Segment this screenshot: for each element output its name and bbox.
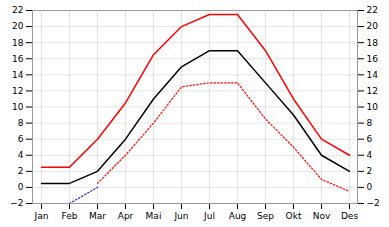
svg-text:20: 20 <box>12 21 24 31</box>
svg-text:Apr: Apr <box>118 211 134 221</box>
svg-text:20: 20 <box>367 21 379 31</box>
svg-text:14: 14 <box>367 70 379 80</box>
svg-text:12: 12 <box>12 86 23 96</box>
svg-text:Jul: Jul <box>203 211 215 221</box>
svg-text:8: 8 <box>367 118 373 128</box>
svg-text:Jun: Jun <box>173 211 188 221</box>
svg-text:6: 6 <box>367 134 373 144</box>
svg-text:12: 12 <box>367 86 378 96</box>
svg-text:8: 8 <box>18 118 24 128</box>
svg-text:10: 10 <box>367 102 379 112</box>
svg-text:4: 4 <box>18 150 24 160</box>
svg-text:16: 16 <box>12 54 24 64</box>
svg-text:18: 18 <box>12 38 24 48</box>
svg-text:6: 6 <box>18 134 24 144</box>
svg-text:Sep: Sep <box>257 211 274 221</box>
svg-text:14: 14 <box>12 70 24 80</box>
svg-text:Aug: Aug <box>229 211 247 221</box>
svg-text:22: 22 <box>12 5 23 15</box>
svg-text:22: 22 <box>367 5 378 15</box>
svg-text:Nov: Nov <box>313 211 331 221</box>
svg-text:−2: −2 <box>367 198 380 208</box>
svg-text:0: 0 <box>18 182 24 192</box>
svg-text:16: 16 <box>367 54 379 64</box>
svg-text:0: 0 <box>367 182 373 192</box>
svg-text:10: 10 <box>12 102 24 112</box>
svg-text:Feb: Feb <box>62 211 78 221</box>
svg-text:4: 4 <box>367 150 373 160</box>
svg-text:Mai: Mai <box>146 211 162 221</box>
svg-text:Okt: Okt <box>286 211 302 221</box>
svg-text:Jan: Jan <box>34 211 49 221</box>
svg-text:18: 18 <box>367 38 379 48</box>
svg-text:Des: Des <box>341 211 358 221</box>
svg-text:2: 2 <box>18 166 24 176</box>
svg-text:−2: −2 <box>10 198 23 208</box>
svg-text:2: 2 <box>367 166 373 176</box>
svg-text:Mar: Mar <box>89 211 106 221</box>
